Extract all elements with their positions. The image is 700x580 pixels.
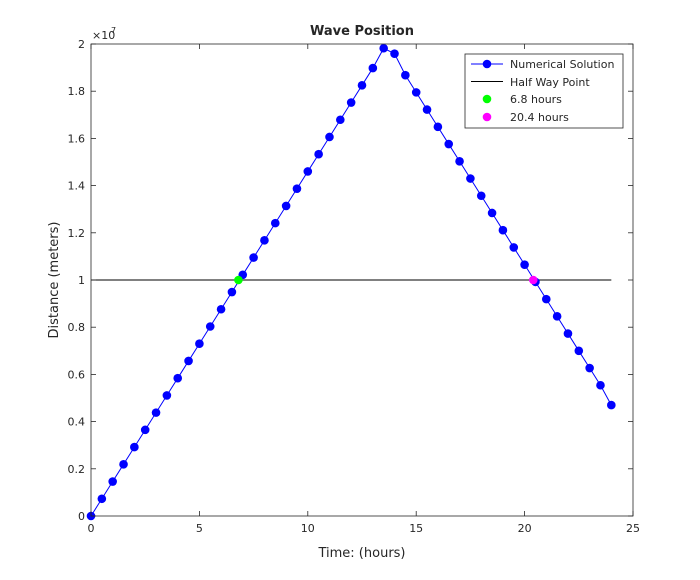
data-point-numerical-solution [433,122,443,132]
data-point-numerical-solution [325,132,334,142]
x-axis-ticks: 0 5 10 15 20 25 [88,44,640,535]
data-point-numerical-solution [336,115,345,125]
data-point-numerical-solution [140,425,150,435]
data-point-numerical-solution [541,294,551,304]
plot-area [86,43,616,521]
data-point-numerical-solution [422,105,432,114]
y-tick-label: 2 [78,38,85,51]
y-tick-label: 1.6 [68,132,86,145]
data-point-numerical-solution [444,139,454,149]
data-point-numerical-solution [552,312,562,321]
data-point-numerical-solution [270,218,280,228]
data-point-numerical-solution [303,167,313,176]
y-axis-ticks: 0 0.2 0.4 0.6 0.8 1 1.2 1.4 1.6 1.8 2 [68,38,633,523]
y-tick-label: 0 [78,510,85,523]
data-point-numerical-solution [292,184,302,193]
data-point-numerical-solution [205,322,215,331]
data-point-numerical-solution [455,156,464,166]
data-point-20-4-hours [528,275,538,285]
data-point-numerical-solution [119,460,128,469]
data-point-numerical-solution [476,191,486,201]
data-point-numerical-solution [574,346,584,356]
data-point-numerical-solution [509,243,519,252]
data-point-numerical-solution [195,339,204,349]
legend-box [464,53,624,129]
y-tick-label: 1 [78,274,85,287]
data-point-numerical-solution [173,373,183,383]
y-tick-label: 0.4 [68,416,86,429]
legend: Numerical Solution Half Way Point 6.8 ho… [464,53,624,129]
legend-label-68: 6.8 hours [510,93,562,106]
legend-68-marker [482,94,492,104]
legend-label-204: 20.4 hours [510,111,569,124]
y-tick-label: 0.6 [68,368,86,381]
data-point-numerical-solution [585,363,594,373]
data-point-numerical-solution [520,260,529,269]
legend-label-halfway: Half Way Point [510,76,590,89]
data-point-numerical-solution [368,63,378,73]
data-point-numerical-solution [466,174,475,183]
data-point-numerical-solution [130,442,139,452]
x-tick-label: 0 [88,522,95,535]
y-tick-label: 1.4 [68,180,86,193]
data-point-numerical-solution [357,81,367,90]
data-point-numerical-solution [97,494,107,504]
data-point-numerical-solution [411,88,421,97]
data-point-numerical-solution [596,380,605,390]
y-tick-label: 0.2 [68,463,86,476]
data-point-numerical-solution [379,43,388,53]
data-point-numerical-solution [401,70,410,80]
data-point-numerical-solution [390,49,399,58]
x-tick-label: 25 [626,522,640,535]
data-point-numerical-solution [151,408,161,417]
data-point-numerical-solution [260,236,269,245]
x-axis-label: Time: (hours) [317,546,405,561]
x-tick-label: 5 [196,522,203,535]
data-point-numerical-solution [249,253,258,262]
x-tick-label: 20 [518,522,532,535]
data-point-numerical-solution [563,329,573,338]
data-point-numerical-solution [314,149,323,159]
data-point-numerical-solution [281,201,291,211]
data-point-6-8-hours [234,275,243,285]
y-exponent-base: ×10 [92,29,115,42]
legend-numerical-marker [482,59,492,69]
data-point-numerical-solution [108,477,117,486]
y-axis-label: Distance (meters) [47,222,62,339]
data-point-numerical-solution [216,304,226,314]
y-tick-label: 1.8 [68,85,86,98]
data-point-numerical-solution [184,356,193,366]
data-point-numerical-solution [227,287,237,297]
data-point-numerical-solution [498,225,508,235]
y-exponent-power: 7 [111,26,116,35]
y-tick-label: 0.8 [68,321,86,334]
y-tick-label: 1.2 [68,227,86,240]
legend-label-numerical: Numerical Solution [510,58,614,71]
data-point-numerical-solution [607,400,616,410]
x-tick-label: 10 [301,522,315,535]
chart-title: Wave Position [310,24,414,39]
x-tick-label: 15 [409,522,423,535]
y-axis-exponent: ×10 7 [92,26,116,42]
data-point-numerical-solution [162,391,172,400]
data-point-numerical-solution [487,208,497,218]
legend-204-marker [482,112,492,122]
data-point-numerical-solution [346,98,356,107]
